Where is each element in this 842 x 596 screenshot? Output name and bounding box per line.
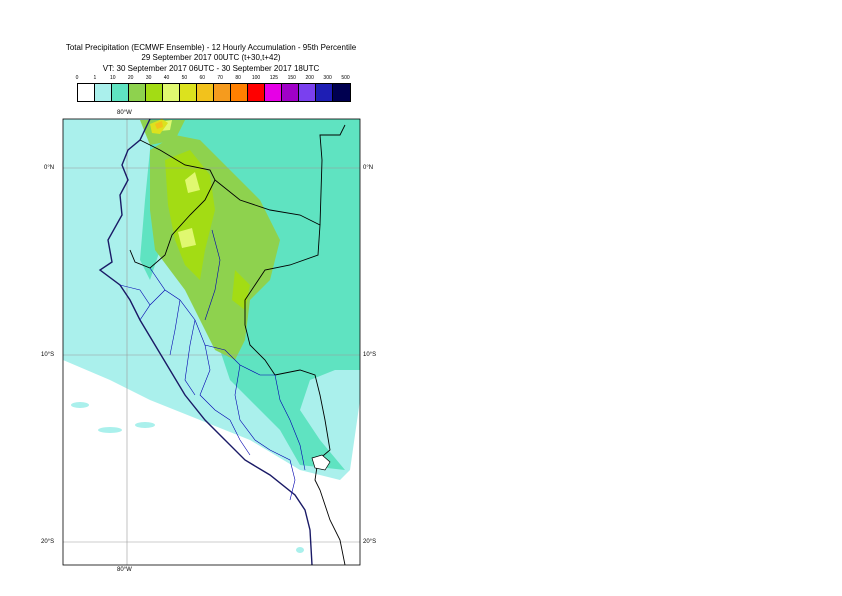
legend-swatch (146, 84, 163, 101)
legend-label: 80 (235, 75, 241, 81)
legend-swatch (78, 84, 95, 101)
legend-swatch (333, 84, 350, 101)
legend-swatch (316, 84, 333, 101)
legend-swatch (231, 84, 248, 101)
chart-title: Total Precipitation (ECMWF Ensemble) - 1… (65, 43, 357, 52)
legend-labels: 0 1 10 20 30 40 50 60 70 80 100 125 150 200 300 500 (70, 75, 360, 85)
lat-label-20s-left: 20°S (41, 539, 55, 545)
legend-swatch (163, 84, 180, 101)
legend-label: 50 (181, 75, 188, 81)
lat-label-10s-right: 10°S (363, 352, 377, 358)
base-time: 29 September 2017 00UTC (t+30,t+42) (141, 53, 281, 62)
legend-label: 70 (217, 75, 223, 81)
country-borders (129, 124, 346, 566)
legend-label: 0 (75, 75, 79, 81)
legend-label: 200 (305, 75, 314, 81)
map-frame (62, 118, 361, 566)
legend-swatch (265, 84, 282, 101)
coastline (98, 118, 313, 566)
legend-swatch (299, 84, 316, 101)
graticule (63, 119, 360, 565)
legend-label: 100 (251, 75, 261, 81)
lat-label-10s-left: 10°S (41, 352, 55, 358)
precip-field (63, 119, 360, 565)
legend-swatch (197, 84, 214, 101)
lat-label-20s-right: 20°S (363, 539, 377, 545)
legend-label: 300 (323, 75, 332, 81)
legend-label: 30 (145, 75, 152, 81)
legend-label: 20 (127, 75, 134, 81)
legend-label: 40 (163, 75, 170, 81)
legend-label: 125 (269, 75, 279, 81)
legend-swatch (129, 84, 146, 101)
legend-label: 60 (199, 75, 206, 81)
lat-label-eq-left: 0°N (44, 165, 55, 171)
legend-swatch (95, 84, 112, 101)
legend-swatch (180, 84, 197, 101)
regional-borders (119, 229, 306, 501)
legend-label: 10 (110, 75, 116, 81)
legend-label: 150 (287, 75, 296, 81)
legend-swatch (112, 84, 129, 101)
legend-colorbar (77, 83, 351, 102)
legend-swatch (214, 84, 231, 101)
lat-label-eq-right: 0°N (363, 165, 374, 171)
valid-time: VT: 30 September 2017 06UTC - 30 Septemb… (102, 64, 320, 73)
legend-swatch (282, 84, 299, 101)
lon-label-bottom: 80°W (117, 567, 132, 573)
lon-label-top: 80°W (117, 110, 132, 116)
legend-label: 1 (93, 75, 97, 81)
legend-swatch (248, 84, 265, 101)
lake-titicaca (311, 454, 331, 471)
legend-label: 500 (341, 75, 350, 81)
